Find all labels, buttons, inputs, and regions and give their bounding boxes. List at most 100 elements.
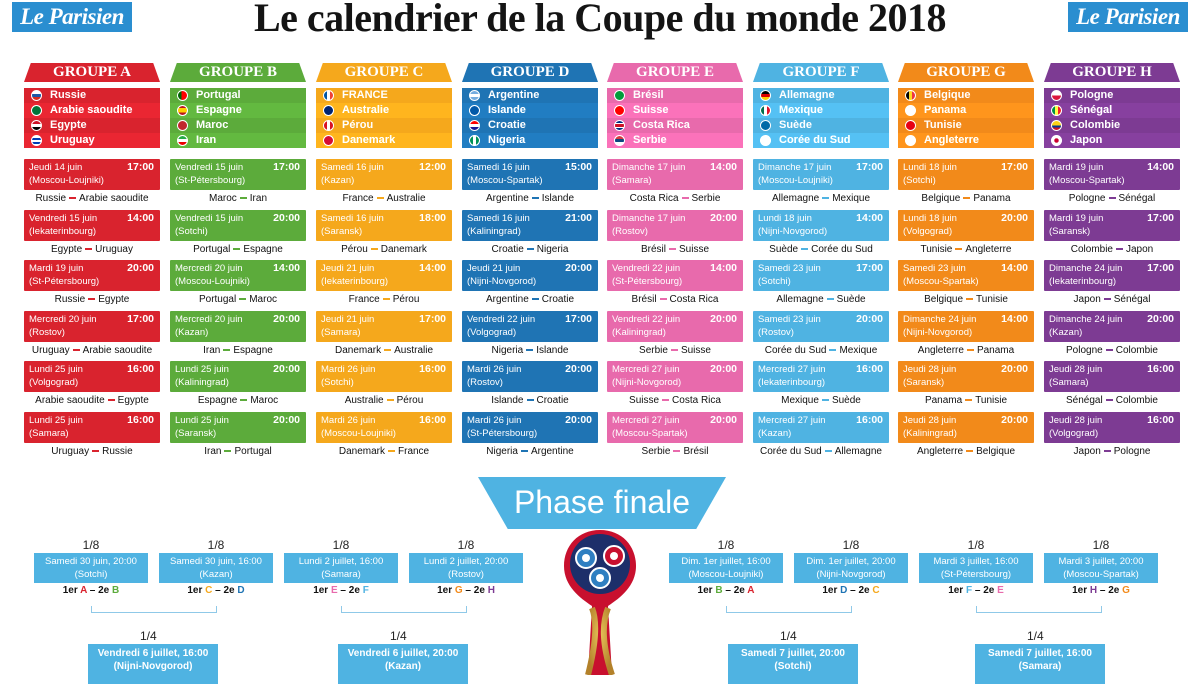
match-date: Lundi 25 juin	[29, 414, 83, 426]
match-date: Dim. 1er juillet, 20:00	[806, 556, 896, 567]
team-name: Croatie	[488, 119, 526, 131]
match-city: (Rostov)	[448, 569, 484, 580]
page-title: Le calendrier de la Coupe du monde 2018	[253, 0, 947, 40]
match-teams: Serbie Brésil	[607, 443, 743, 460]
match-teams: Egypte Uruguay	[24, 241, 160, 258]
match-city: (Sotchi)	[774, 661, 812, 672]
team-row: Espagne	[170, 103, 306, 118]
match-time: 17:00	[127, 312, 154, 325]
match-info-box: Samedi 23 juin 20:00 (Rostov)	[753, 310, 889, 342]
match-city: (Samara)	[321, 569, 361, 580]
team-name: Suède	[779, 119, 813, 131]
match-city: (St-Pétersbourg)	[467, 427, 538, 439]
versus-dash	[965, 399, 973, 402]
away-team: Angleterre	[965, 243, 1012, 255]
qualifier-group-letter: A	[80, 585, 87, 596]
colombia-flag-icon	[1051, 120, 1062, 131]
match-teams: Iran Espagne	[170, 342, 306, 359]
qualifier-position: 2e	[1108, 585, 1123, 596]
away-team: Australie	[394, 344, 434, 356]
match-info-box: Dimanche 24 juin 17:00 (Iekaterinbourg)	[1044, 260, 1180, 291]
match-city: (Rostov)	[612, 225, 648, 237]
match-info-box: Mardi 26 juin 16:00 (Moscou-Loujniki)	[316, 411, 452, 443]
brazil-flag-icon	[614, 90, 625, 101]
match-card: Samedi 23 juin 14:00 (Moscou-Spartak) Belgi…	[898, 260, 1034, 311]
match-date: Jeudi 21 juin	[321, 313, 375, 325]
match-card: Mardi 26 juin 16:00 (Sotchi) Australie Pérou	[316, 361, 452, 412]
match-info-box: Lundi 18 juin 17:00 (Sotchi)	[898, 159, 1034, 190]
match-info-box: Mardi 19 juin 14:00 (Moscou-Spartak)	[1044, 159, 1180, 190]
match-date: Mardi 26 juin	[467, 414, 522, 426]
group-d: GROUPE D Argentine Islande Croatie Nigeria Sa…	[462, 63, 598, 457]
match-teams: Arabie saoudite Egypte	[24, 392, 160, 409]
team-name: Mexique	[779, 104, 824, 116]
away-team: Australie	[386, 193, 426, 204]
home-team: Australie	[344, 395, 384, 406]
match-time: 17:00	[1001, 161, 1028, 173]
away-team: Mexique	[832, 193, 871, 204]
match-card: Samedi 16 juin 21:00 (Kaliningrad) Croatie N…	[462, 209, 598, 261]
group-teams-list: FRANCE Australie Pérou Danemark	[316, 88, 452, 148]
match-city: (Saransk)	[903, 377, 945, 388]
match-card: Jeudi 21 juin 17:00 (Samara) Danemark Austra…	[316, 310, 452, 362]
match-city: (Moscou-Spartak)	[467, 175, 543, 186]
match-info-box: Samedi 16 juin 21:00 (Kaliningrad)	[462, 209, 598, 241]
home-team: Belgique	[921, 193, 961, 204]
group-b: GROUPE B Portugal Espagne Maroc Iran Vendredi…	[170, 63, 306, 457]
team-row: Pologne	[1044, 88, 1180, 103]
match-card: Mercredi 27 juin 20:00 (Moscou-Spartak) Ser…	[607, 411, 743, 463]
round-of-16-match: 1/8 Samedi 30 juin, 16:00 (Kazan) 1er C – 2…	[159, 537, 273, 598]
match-card: Mercredi 20 juin 17:00 (Rostov) Uruguay Arab…	[24, 310, 160, 362]
match-card: Vendredi 22 juin 20:00 (Kaliningrad) Serbie…	[607, 310, 743, 362]
match-city: (Rostov)	[758, 326, 794, 338]
versus-dash	[681, 197, 689, 200]
match-date: Mercredi 20 juin	[175, 313, 243, 325]
team-name: Argentine	[488, 89, 540, 101]
team-row: Suède	[753, 118, 889, 133]
away-team: Islande	[541, 193, 575, 204]
match-time: 16:00	[419, 413, 446, 426]
match-teams: Uruguay Arabie saoudite	[24, 342, 160, 359]
match-time: 20:00	[710, 211, 737, 224]
match-date: Mercredi 20 juin	[29, 313, 97, 325]
iceland-flag-icon	[469, 105, 480, 116]
group-header: GROUPE G	[898, 63, 1034, 82]
group-e: GROUPE E Brésil Suisse Costa Rica Serbie Dima…	[607, 63, 743, 457]
team-row: Suisse	[607, 103, 743, 118]
away-team: Suède	[836, 294, 866, 305]
match-time: 16:00	[127, 363, 154, 375]
qualifier-pairing: 1er F – 2e E	[948, 585, 1004, 596]
away-team: Panama	[976, 344, 1015, 356]
versus-dash	[107, 399, 115, 402]
team-row: FRANCE	[316, 88, 452, 103]
away-team: Danemark	[380, 243, 427, 255]
home-team: Sénégal	[1066, 395, 1103, 406]
team-row: Mexique	[753, 103, 889, 118]
away-team: Allemagne	[834, 445, 882, 457]
versus-dash	[662, 399, 670, 402]
versus-dash	[966, 298, 974, 301]
group-header: GROUPE C	[316, 63, 452, 82]
qualifier-position: 1er	[313, 585, 331, 596]
round-label: 1/4	[780, 629, 797, 643]
home-team: Suède	[769, 243, 799, 255]
home-team: Iran	[203, 344, 221, 356]
home-team: Uruguay	[31, 344, 70, 356]
group-c: GROUPE C FRANCE Australie Pérou Danemark Same…	[316, 63, 452, 457]
team-row: Croatie	[462, 118, 598, 133]
match-time: 16:00	[1147, 413, 1174, 426]
match-teams: Sénégal Colombie	[1044, 392, 1180, 409]
match-city: (Kazan)	[758, 427, 792, 439]
away-team: Iran	[249, 193, 268, 204]
team-row: Uruguay	[24, 133, 160, 148]
bracket-connector	[91, 606, 92, 613]
match-info-box: Jeudi 28 juin 16:00 (Volgograd)	[1044, 411, 1180, 443]
round-of-16-match: 1/8 Samedi 30 juin, 20:00 (Sotchi) 1er A – …	[34, 537, 148, 598]
match-date: Vendredi 15 juin	[175, 162, 244, 173]
group-teams-list: Allemagne Mexique Suède Corée du Sud	[753, 88, 889, 148]
bracket-connector	[341, 606, 342, 613]
team-row: Russie	[24, 88, 160, 103]
home-team: Colombie	[1070, 243, 1113, 255]
qualifier-pairing: 1er H – 2e G	[1072, 585, 1130, 596]
match-teams: Allemagne Mexique	[753, 190, 889, 207]
